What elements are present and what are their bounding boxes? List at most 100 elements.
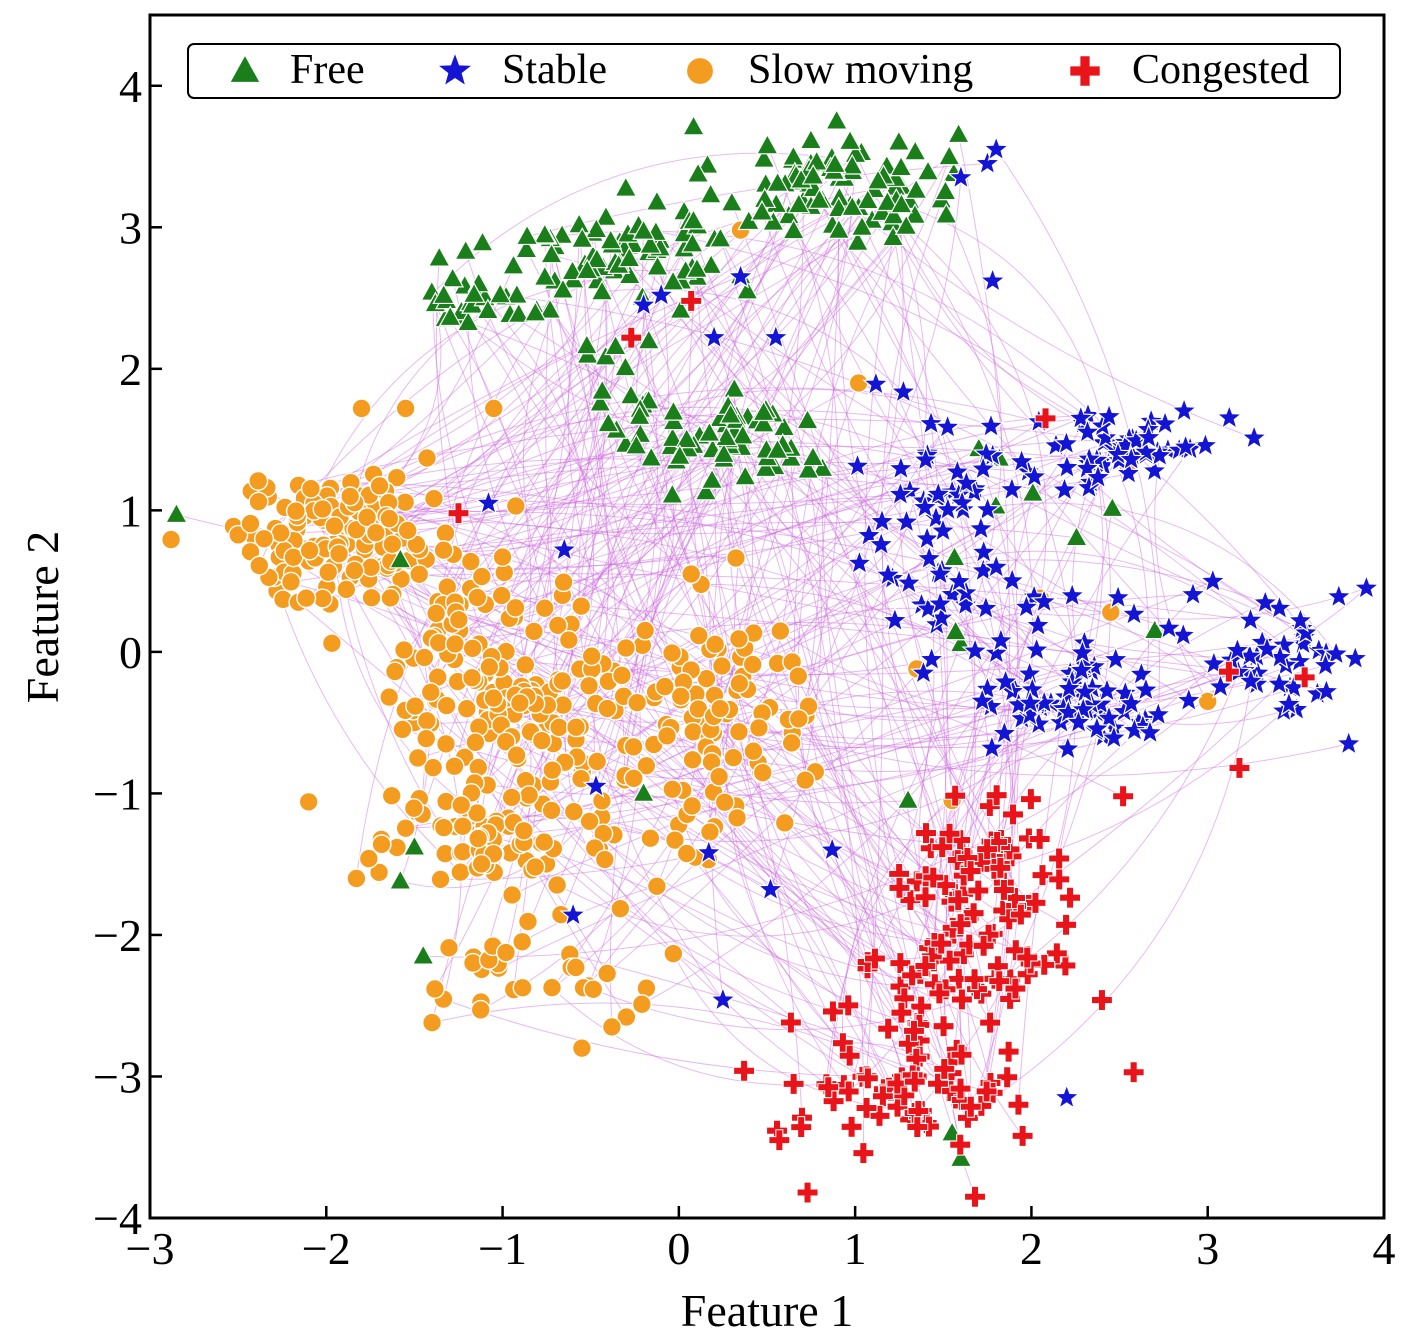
point-congested bbox=[959, 1095, 982, 1118]
point-stable bbox=[1075, 473, 1103, 500]
point-congested bbox=[903, 1070, 926, 1093]
point-congested bbox=[1031, 864, 1054, 887]
point-congested bbox=[928, 982, 951, 1005]
x-tick-label: −3 bbox=[126, 1223, 175, 1274]
point-slow-moving bbox=[296, 588, 317, 609]
point-congested bbox=[932, 1015, 955, 1038]
transition-link bbox=[826, 723, 1040, 1085]
point-stable bbox=[915, 544, 943, 571]
point-free bbox=[916, 159, 940, 181]
point-free bbox=[694, 479, 718, 501]
point-slow-moving bbox=[462, 638, 483, 659]
point-slow-moving bbox=[565, 957, 586, 978]
point-slow-moving bbox=[436, 695, 457, 716]
transition-link bbox=[866, 521, 884, 1077]
point-stable bbox=[762, 323, 790, 350]
point-stable bbox=[1170, 396, 1198, 423]
transition-link bbox=[313, 387, 1039, 512]
point-stable bbox=[1064, 708, 1093, 735]
point-slow-moving bbox=[492, 546, 513, 568]
point-free bbox=[933, 179, 957, 201]
point-congested bbox=[888, 876, 911, 899]
point-congested bbox=[901, 964, 924, 987]
point-free bbox=[904, 178, 928, 199]
transition-link bbox=[444, 308, 550, 534]
point-stable bbox=[990, 719, 1019, 746]
point-stable bbox=[709, 985, 737, 1012]
point-congested bbox=[1055, 913, 1078, 936]
point-free bbox=[596, 411, 620, 433]
point-stable bbox=[1200, 649, 1228, 676]
point-free bbox=[471, 230, 494, 252]
transition-link bbox=[373, 345, 588, 475]
legend-marker-congested bbox=[1069, 55, 1101, 87]
point-free bbox=[827, 218, 851, 239]
point-free bbox=[639, 445, 663, 467]
point-stable bbox=[967, 514, 995, 541]
point-stable bbox=[559, 900, 587, 927]
point-slow-moving bbox=[615, 637, 637, 659]
transition-link bbox=[685, 270, 946, 886]
point-stable bbox=[1311, 651, 1340, 678]
point-free bbox=[619, 383, 643, 405]
point-free bbox=[617, 246, 641, 268]
point-free bbox=[540, 242, 563, 264]
point-stable bbox=[1030, 587, 1058, 614]
point-congested bbox=[967, 879, 990, 902]
point-slow-moving bbox=[682, 749, 703, 770]
transition-link bbox=[552, 201, 804, 989]
point-stable bbox=[1215, 403, 1244, 430]
transition-link bbox=[568, 457, 1000, 641]
point-slow-moving bbox=[351, 398, 372, 419]
point-congested bbox=[856, 1067, 879, 1090]
transition-link bbox=[606, 459, 1098, 974]
point-free bbox=[402, 834, 426, 856]
point-congested bbox=[1217, 660, 1240, 683]
point-free bbox=[1065, 525, 1088, 547]
point-slow-moving bbox=[380, 587, 401, 608]
point-slow-moving bbox=[636, 755, 657, 776]
point-free bbox=[1100, 496, 1124, 518]
legend-marker-stable bbox=[435, 50, 475, 88]
point-slow-moving bbox=[664, 830, 685, 851]
transition-link bbox=[569, 953, 945, 1070]
point-slow-moving bbox=[563, 801, 584, 822]
point-free bbox=[840, 195, 864, 217]
transition-link bbox=[431, 292, 868, 969]
point-slow-moving bbox=[467, 802, 488, 824]
point-stable bbox=[1151, 409, 1179, 436]
point-congested bbox=[1016, 946, 1039, 969]
point-stable bbox=[1095, 402, 1123, 429]
point-free bbox=[507, 302, 531, 323]
point-slow-moving bbox=[513, 820, 534, 841]
point-slow-moving bbox=[344, 560, 365, 581]
point-free bbox=[632, 219, 656, 240]
point-stable bbox=[1095, 703, 1123, 731]
transition-link bbox=[461, 311, 552, 609]
point-congested bbox=[976, 838, 999, 861]
point-congested bbox=[796, 1181, 819, 1204]
point-stable bbox=[1120, 716, 1149, 743]
point-congested bbox=[963, 968, 986, 991]
point-stable bbox=[1055, 674, 1083, 701]
point-slow-moving bbox=[688, 625, 709, 646]
point-free bbox=[752, 147, 776, 168]
point-congested bbox=[934, 978, 957, 1001]
point-free bbox=[735, 278, 759, 300]
point-free bbox=[502, 253, 525, 275]
point-slow-moving bbox=[470, 999, 491, 1020]
point-slow-moving bbox=[371, 834, 392, 855]
point-slow-moving bbox=[505, 597, 526, 618]
point-stable bbox=[973, 149, 1002, 176]
point-stable bbox=[1012, 592, 1041, 619]
point-free bbox=[708, 226, 732, 248]
point-congested bbox=[908, 1013, 931, 1036]
point-free bbox=[575, 333, 599, 355]
point-free bbox=[696, 153, 720, 174]
point-free bbox=[887, 129, 911, 151]
point-free bbox=[638, 233, 662, 254]
point-slow-moving bbox=[610, 898, 631, 919]
point-free bbox=[488, 282, 512, 304]
point-slow-moving bbox=[392, 719, 413, 740]
point-congested bbox=[877, 1017, 900, 1040]
